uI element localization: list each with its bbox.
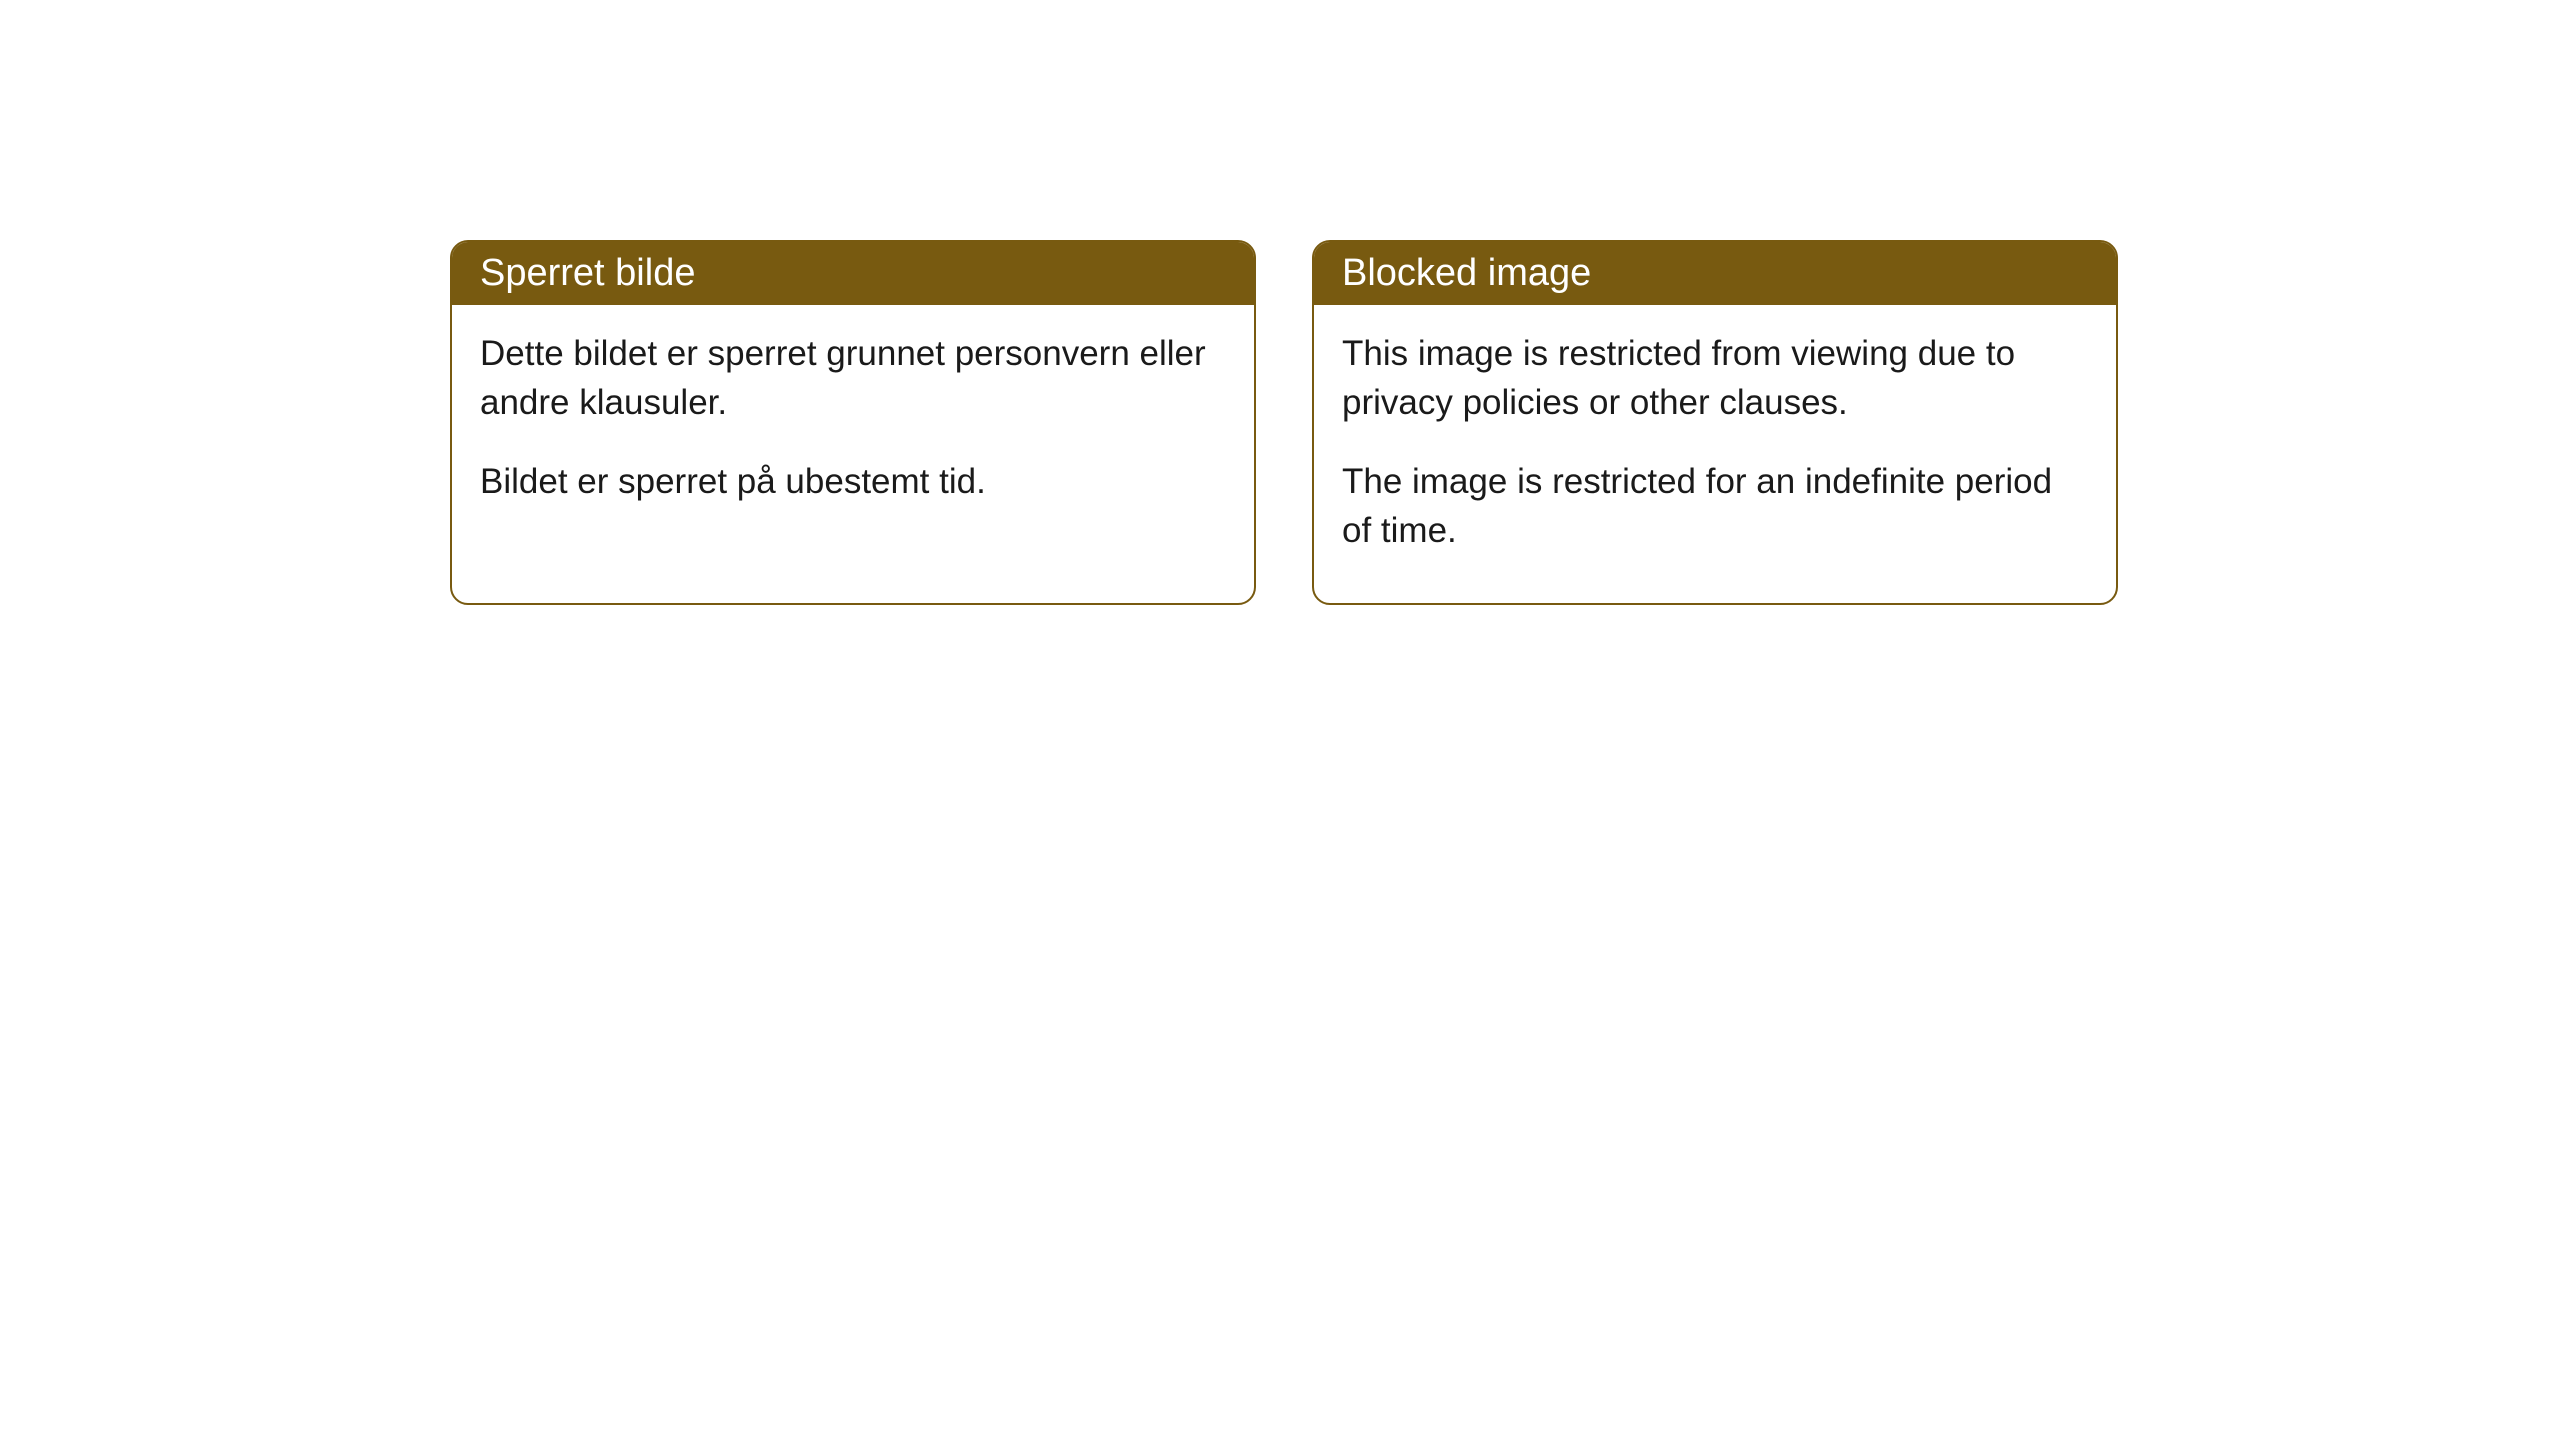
card-body-no: Dette bildet er sperret grunnet personve… [452, 305, 1254, 554]
card-title-no: Sperret bilde [480, 252, 695, 294]
card-paragraph-1-en: This image is restricted from viewing du… [1342, 329, 2088, 427]
card-header-no: Sperret bilde [452, 242, 1254, 305]
card-paragraph-2-no: Bildet er sperret på ubestemt tid. [480, 457, 1226, 506]
card-paragraph-2-en: The image is restricted for an indefinit… [1342, 457, 2088, 555]
card-title-en: Blocked image [1342, 252, 1591, 294]
card-paragraph-1-no: Dette bildet er sperret grunnet personve… [480, 329, 1226, 427]
blocked-image-card-no: Sperret bilde Dette bildet er sperret gr… [450, 240, 1256, 605]
card-header-en: Blocked image [1314, 242, 2116, 305]
card-body-en: This image is restricted from viewing du… [1314, 305, 2116, 603]
notice-container: Sperret bilde Dette bildet er sperret gr… [450, 240, 2118, 605]
blocked-image-card-en: Blocked image This image is restricted f… [1312, 240, 2118, 605]
